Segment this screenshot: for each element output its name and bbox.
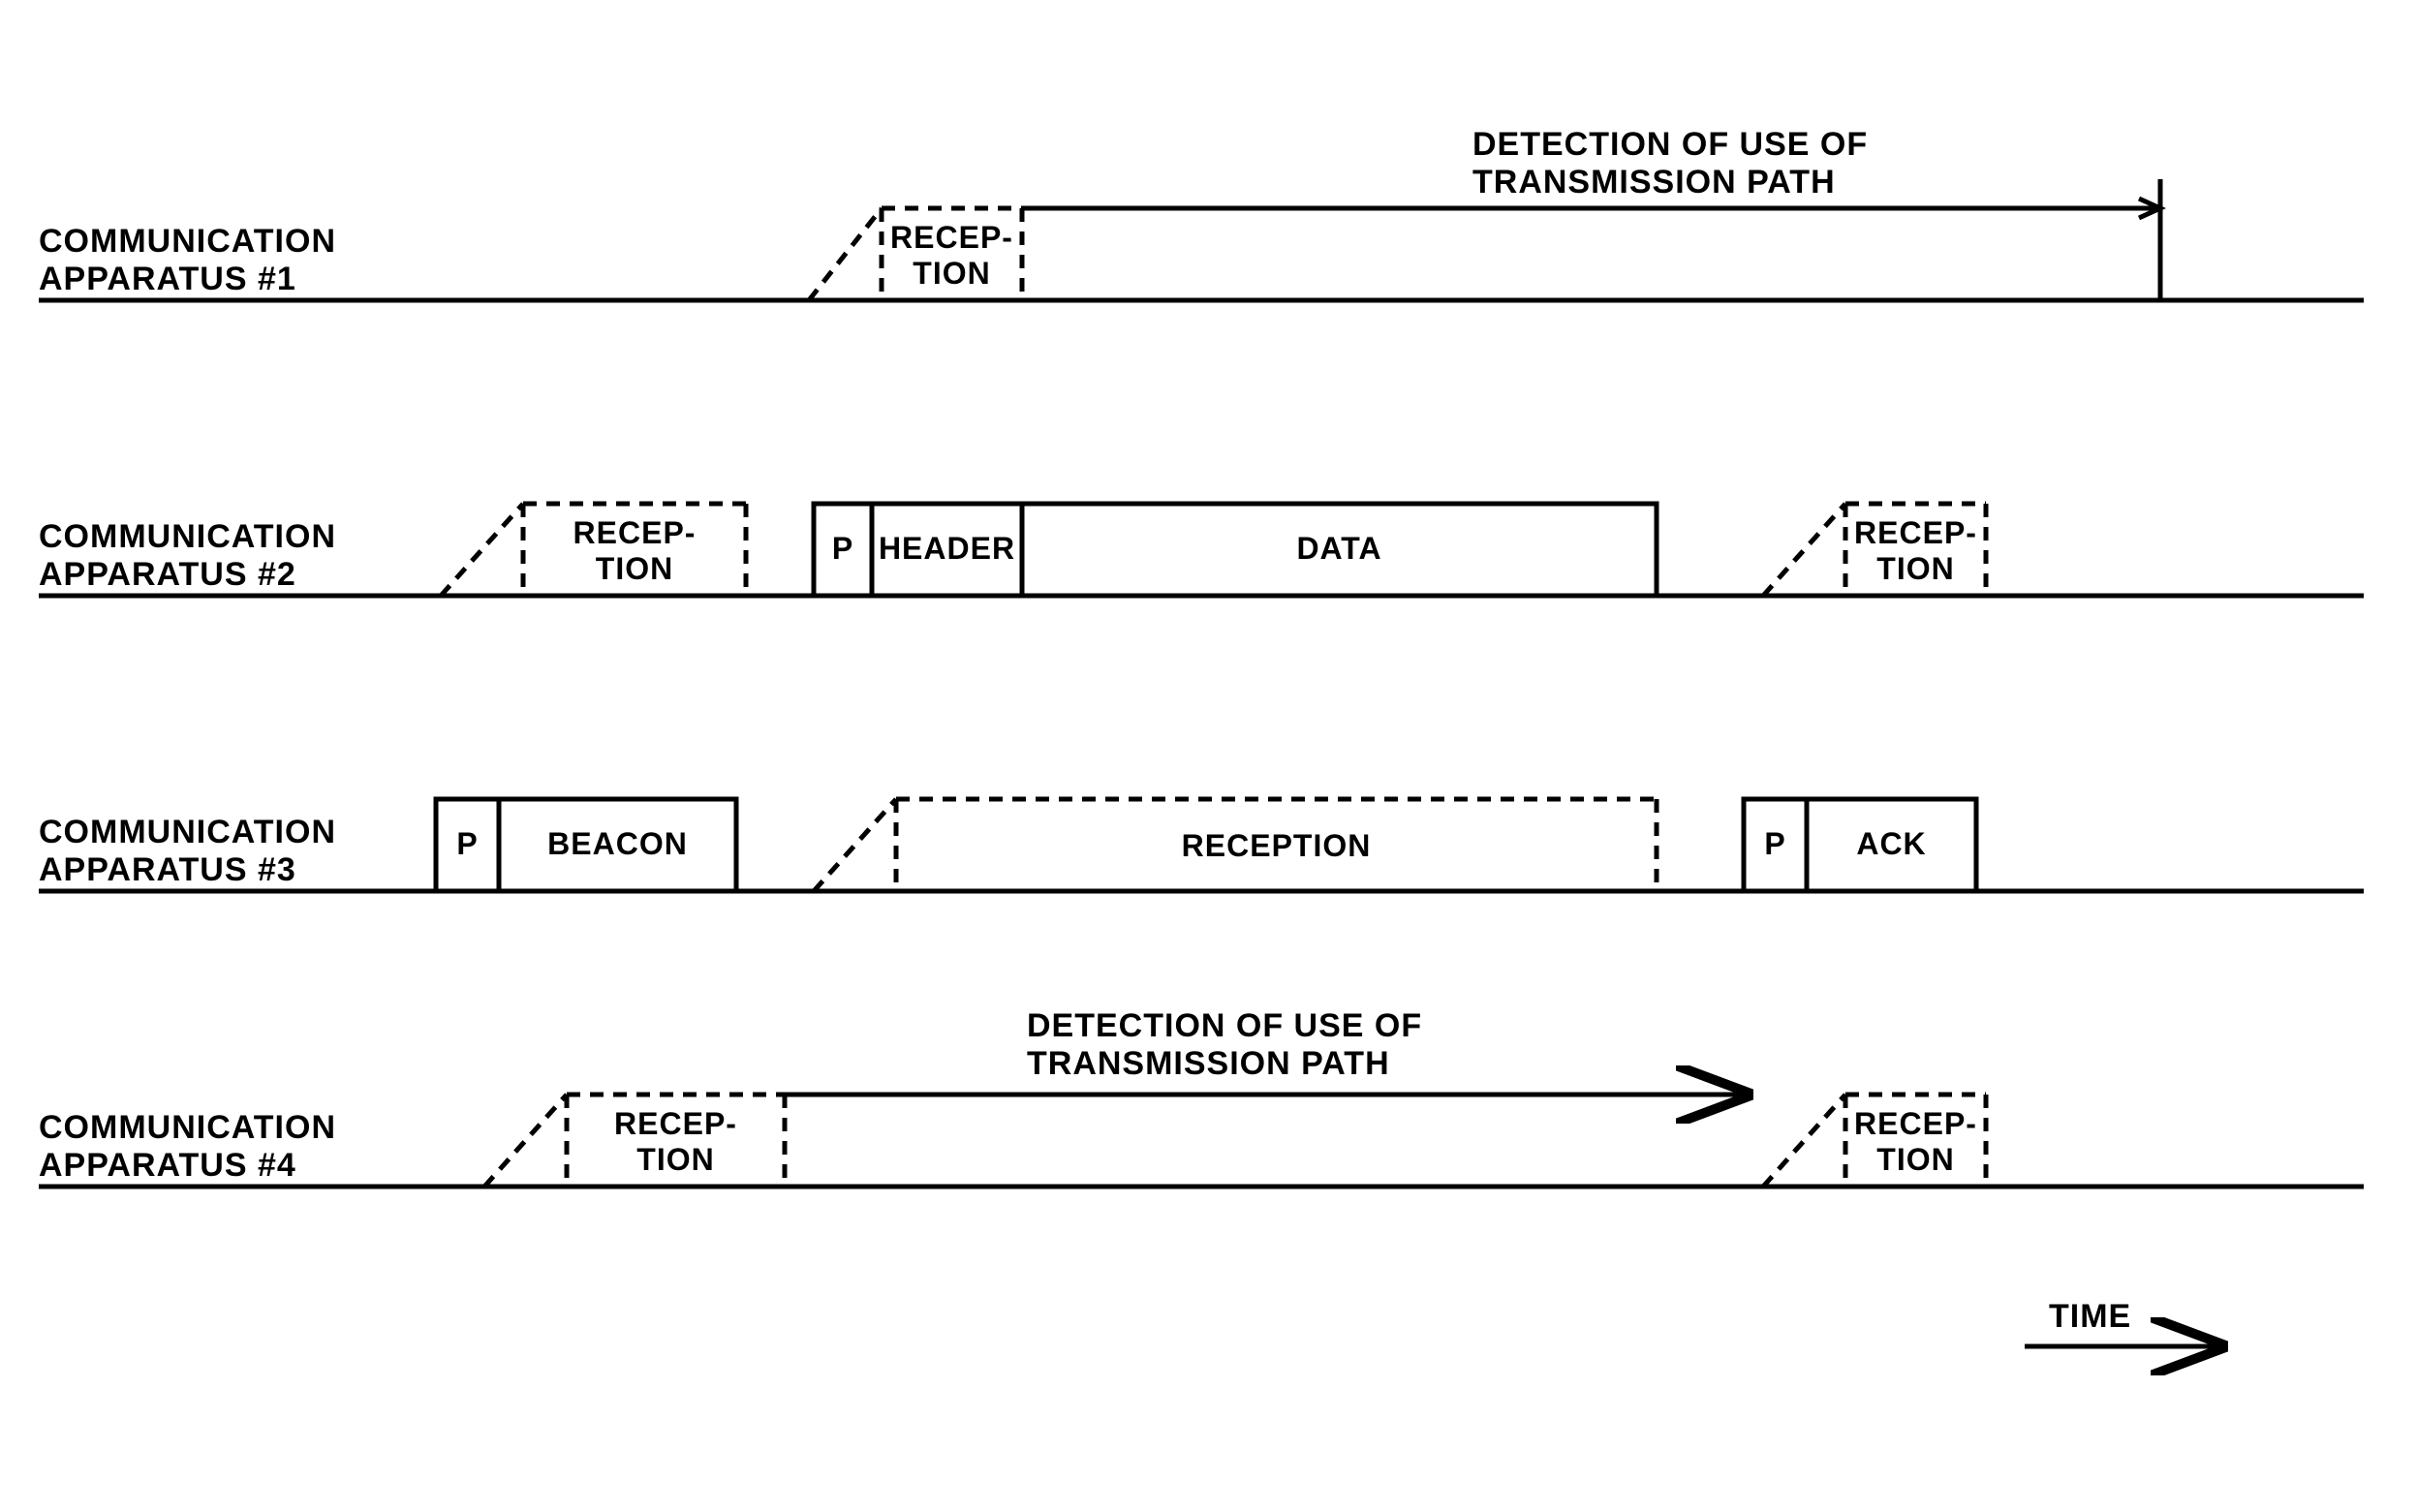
apparatus-4-label: COMMUNICATION APPARATUS #4 <box>39 1109 336 1185</box>
time-axis-label: TIME <box>2049 1298 2131 1336</box>
svg-layer <box>39 39 2378 1473</box>
r4-recep-1-label: RECEP- TION <box>567 1106 785 1178</box>
r2-p-label: P <box>814 531 872 567</box>
r3-beacon-label: BEACON <box>499 826 736 862</box>
r3-recep-label: RECEPTION <box>896 828 1657 864</box>
timing-diagram: COMMUNICATION APPARATUS #1 RECEP- TION DET… <box>39 39 2378 1473</box>
apparatus-3-label: COMMUNICATION APPARATUS #3 <box>39 814 336 889</box>
r4-recep-2-label: RECEP- TION <box>1845 1106 1986 1178</box>
r3-p1-label: P <box>436 826 499 862</box>
r2-recep-1-label: RECEP- TION <box>523 515 746 587</box>
r2-data-label: DATA <box>1022 531 1657 567</box>
r1-recep-label: RECEP- TION <box>882 220 1022 292</box>
apparatus-1-label: COMMUNICATION APPARATUS #1 <box>39 223 336 298</box>
r2-header-label: HEADER <box>872 531 1022 567</box>
r4-arrow-label: DETECTION OF USE OF TRANSMISSION PATH <box>1027 1007 1422 1083</box>
r2-recep-2-label: RECEP- TION <box>1845 515 1986 587</box>
r3-ack-label: ACK <box>1807 826 1976 862</box>
r3-p2-label: P <box>1744 826 1807 862</box>
r1-arrow-label: DETECTION OF USE OF TRANSMISSION PATH <box>1472 126 1868 201</box>
apparatus-2-label: COMMUNICATION APPARATUS #2 <box>39 518 336 594</box>
